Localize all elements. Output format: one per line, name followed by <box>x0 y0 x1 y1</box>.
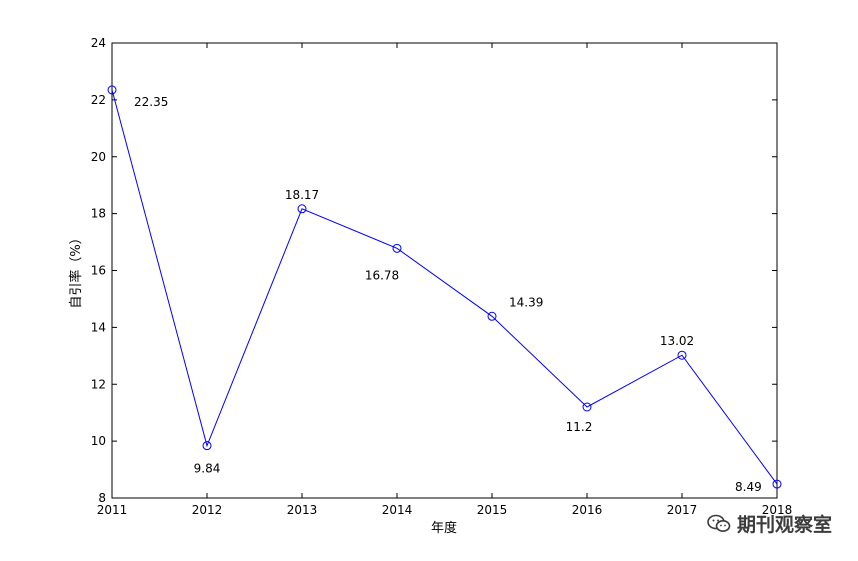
data-label: 13.02 <box>660 334 694 348</box>
data-point-marker <box>677 350 687 360</box>
data-point-marker <box>392 243 402 253</box>
x-tick-label: 2018 <box>762 503 793 517</box>
x-tick-label: 2017 <box>667 503 698 517</box>
data-point-marker <box>772 479 782 489</box>
series-markers <box>107 85 782 489</box>
y-tick-label: 14 <box>91 320 106 334</box>
x-tick-label: 2012 <box>192 503 223 517</box>
data-label: 22.35 <box>134 95 168 109</box>
series-line <box>111 89 778 485</box>
x-tick-label: 2013 <box>287 503 318 517</box>
wechat-icon <box>707 514 731 532</box>
y-tick-label: 16 <box>91 264 106 278</box>
x-tick-label: 2015 <box>477 503 508 517</box>
y-tick-label: 10 <box>91 434 106 448</box>
data-label: 18.17 <box>285 188 319 202</box>
data-labels: 22.35 9.84 18.17 16.78 14.39 11.2 13.02 8.49 <box>134 95 762 494</box>
y-tick-label: 8 <box>98 491 106 505</box>
y-tick-label: 24 <box>91 36 106 50</box>
data-label: 9.84 <box>194 462 221 476</box>
data-point-marker <box>107 85 117 95</box>
data-label: 14.39 <box>509 295 543 309</box>
y-tick-label: 22 <box>91 93 106 107</box>
data-point-marker <box>297 204 307 214</box>
y-tick-label: 12 <box>91 377 106 391</box>
watermark-text: 期刊观察室 <box>736 514 832 536</box>
data-label: 11.2 <box>566 420 593 434</box>
y-axis-title: 自引率（%） <box>68 231 84 308</box>
data-point-marker <box>582 402 592 412</box>
y-axis: 8 10 12 14 16 18 20 22 24 <box>91 36 777 505</box>
data-label: 16.78 <box>365 268 399 282</box>
y-tick-label: 18 <box>91 207 106 221</box>
plot-area <box>111 42 778 499</box>
data-label: 8.49 <box>735 480 762 494</box>
y-tick-label: 20 <box>91 150 106 164</box>
x-axis: 2011 2012 2013 2014 2015 2016 2017 2018 <box>97 43 793 517</box>
x-axis-title: 年度 <box>431 520 457 536</box>
data-point-marker <box>202 441 212 451</box>
x-tick-label: 2011 <box>97 503 128 517</box>
x-tick-label: 2016 <box>572 503 603 517</box>
x-tick-label: 2014 <box>382 503 413 517</box>
data-point-marker <box>487 311 497 321</box>
watermark: 期刊观察室 <box>707 510 832 537</box>
